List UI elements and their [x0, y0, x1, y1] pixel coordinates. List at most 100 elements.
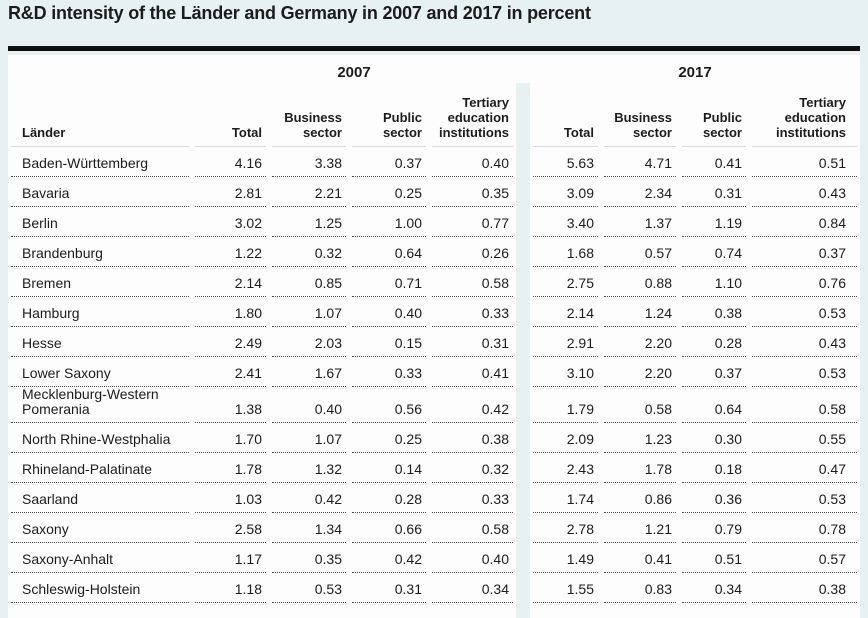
table-row: Brandenburg 1.22 0.32 0.64 0.26 1.68 0.5…: [8, 237, 860, 267]
value-2017-tertiary-education: 0.43: [749, 327, 860, 357]
value-2017-tertiary-education: 0.76: [749, 267, 860, 297]
value-2007-total: 1.17: [192, 543, 269, 573]
value-2007-total: 1.80: [192, 297, 269, 327]
value-2017-public-sector: 0.64: [679, 387, 749, 423]
value-2017-tertiary-education: 0.53: [749, 483, 860, 513]
value-2017-business-sector: 1.23: [601, 423, 679, 453]
value-2017-total: 1.55: [530, 573, 601, 603]
value-2017-public-sector: 1.19: [679, 207, 749, 237]
value-2017-business-sector: 0.58: [601, 387, 679, 423]
year-divider-gap: [516, 327, 530, 357]
value-2007-total: 2.81: [192, 177, 269, 207]
value-2007-public-sector: 0.25: [349, 423, 429, 453]
value-2017-tertiary-education: 0.47: [749, 453, 860, 483]
col-header-2017-public-sector: Public sector: [679, 83, 749, 147]
value-2017-tertiary-education: 0.51: [749, 147, 860, 177]
value-2007-business-sector: 1.07: [269, 423, 349, 453]
value-2017-business-sector: 0.57: [601, 237, 679, 267]
value-2017-public-sector: 0.36: [679, 483, 749, 513]
value-2007-business-sector: 0.53: [269, 573, 349, 603]
value-2017-public-sector: 1.10: [679, 267, 749, 297]
value-2007-tertiary-education: 0.40: [429, 147, 516, 177]
value-2017-business-sector: 2.20: [601, 327, 679, 357]
value-2017-tertiary-education: 0.57: [749, 543, 860, 573]
title-rule: [8, 46, 860, 51]
value-2017-public-sector: 0.28: [679, 327, 749, 357]
value-2017-total: 1.68: [530, 237, 601, 267]
table-row: Baden-Württemberg 4.16 3.38 0.37 0.40 5.…: [8, 147, 860, 177]
value-2007-public-sector: 0.25: [349, 177, 429, 207]
value-2007-tertiary-education: 0.31: [429, 327, 516, 357]
value-2017-total: 2.75: [530, 267, 601, 297]
value-2017-public-sector: 0.30: [679, 423, 749, 453]
table-body: Baden-Württemberg 4.16 3.38 0.37 0.40 5.…: [8, 147, 860, 603]
value-2017-total: 5.63: [530, 147, 601, 177]
value-2007-tertiary-education: 0.41: [429, 357, 516, 387]
land-name: Lower Saxony: [8, 357, 192, 387]
table-row: Bavaria 2.81 2.21 0.25 0.35 3.09 2.34 0.…: [8, 177, 860, 207]
year-divider-gap: [516, 297, 530, 327]
value-2017-business-sector: 0.83: [601, 573, 679, 603]
year-divider-gap: [516, 267, 530, 297]
table-row: North Rhine-Westphalia 1.70 1.07 0.25 0.…: [8, 423, 860, 453]
value-2017-total: 3.10: [530, 357, 601, 387]
year-row-gap: [516, 55, 530, 83]
value-2017-business-sector: 2.20: [601, 357, 679, 387]
value-2017-tertiary-education: 0.53: [749, 357, 860, 387]
value-2017-total: 2.14: [530, 297, 601, 327]
value-2007-public-sector: 0.42: [349, 543, 429, 573]
value-2017-business-sector: 1.78: [601, 453, 679, 483]
value-2017-business-sector: 4.71: [601, 147, 679, 177]
table-row: Saarland 1.03 0.42 0.28 0.33 1.74 0.86 0…: [8, 483, 860, 513]
value-2007-total: 2.14: [192, 267, 269, 297]
value-2007-total: 1.03: [192, 483, 269, 513]
land-name: Rhineland-Palatinate: [8, 453, 192, 483]
figure-title: R&D intensity of the Länder and Germany …: [8, 3, 591, 23]
value-2007-total: 4.16: [192, 147, 269, 177]
year-divider-band: [516, 83, 530, 618]
year-divider-gap: [516, 573, 530, 603]
value-2017-business-sector: 0.88: [601, 267, 679, 297]
value-2007-total: 1.38: [192, 387, 269, 423]
value-2017-public-sector: 0.18: [679, 453, 749, 483]
value-2007-business-sector: 0.40: [269, 387, 349, 423]
table-row: Berlin 3.02 1.25 1.00 0.77 3.40 1.37 1.1…: [8, 207, 860, 237]
column-header-row: Länder Total Business sector Public sect…: [8, 83, 860, 147]
value-2017-total: 2.91: [530, 327, 601, 357]
value-2007-tertiary-education: 0.38: [429, 423, 516, 453]
value-2017-total: 1.49: [530, 543, 601, 573]
value-2007-business-sector: 1.34: [269, 513, 349, 543]
value-2007-tertiary-education: 0.33: [429, 483, 516, 513]
year-divider-gap: [516, 453, 530, 483]
col-header-laender: Länder: [8, 83, 192, 147]
value-2007-tertiary-education: 0.40: [429, 543, 516, 573]
value-2017-public-sector: 0.74: [679, 237, 749, 267]
value-2007-business-sector: 1.25: [269, 207, 349, 237]
value-2017-total: 3.40: [530, 207, 601, 237]
year-header-row: 2007 2017: [8, 55, 860, 83]
land-name: Saxony-Anhalt: [8, 543, 192, 573]
value-2007-tertiary-education: 0.58: [429, 267, 516, 297]
value-2007-business-sector: 0.42: [269, 483, 349, 513]
value-2007-business-sector: 0.35: [269, 543, 349, 573]
col-header-2007-business-sector: Business sector: [269, 83, 349, 147]
land-name: Baden-Württemberg: [8, 147, 192, 177]
table-row: Bremen 2.14 0.85 0.71 0.58 2.75 0.88 1.1…: [8, 267, 860, 297]
col-header-2017-tertiary-education: Tertiary education institutions: [749, 83, 860, 147]
value-2017-tertiary-education: 0.78: [749, 513, 860, 543]
table-row: Schleswig-Holstein 1.18 0.53 0.31 0.34 1…: [8, 573, 860, 603]
year-divider-gap: [516, 207, 530, 237]
value-2007-public-sector: 1.00: [349, 207, 429, 237]
value-2017-public-sector: 0.41: [679, 147, 749, 177]
year-divider-gap: [516, 177, 530, 207]
value-2007-business-sector: 3.38: [269, 147, 349, 177]
value-2017-public-sector: 0.34: [679, 573, 749, 603]
land-name: Schleswig-Holstein: [8, 573, 192, 603]
year-divider-gap: [516, 543, 530, 573]
value-2007-business-sector: 2.03: [269, 327, 349, 357]
table-panel: 2007 2017 Länder Total Business sector P…: [8, 55, 860, 618]
rd-intensity-table: 2007 2017 Länder Total Business sector P…: [8, 55, 860, 603]
col-header-2007-total: Total: [192, 83, 269, 147]
land-name: Bavaria: [8, 177, 192, 207]
